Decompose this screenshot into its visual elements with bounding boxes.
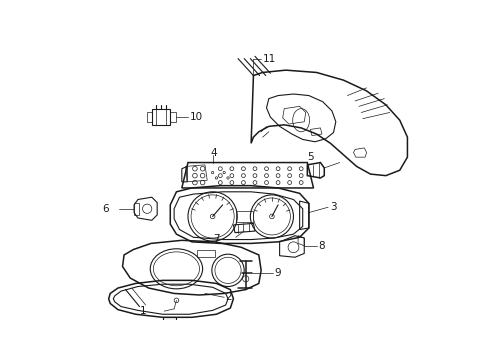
Text: 4: 4 bbox=[210, 148, 217, 158]
Text: 7: 7 bbox=[213, 234, 219, 244]
Text: 1: 1 bbox=[140, 306, 146, 316]
Text: 11: 11 bbox=[263, 54, 276, 64]
Text: 3: 3 bbox=[330, 202, 336, 212]
Text: 8: 8 bbox=[318, 241, 325, 251]
Text: 5: 5 bbox=[307, 152, 314, 162]
Text: 10: 10 bbox=[190, 112, 203, 122]
Text: 6: 6 bbox=[102, 204, 109, 214]
Text: 2: 2 bbox=[226, 292, 232, 302]
Text: 9: 9 bbox=[274, 267, 281, 278]
